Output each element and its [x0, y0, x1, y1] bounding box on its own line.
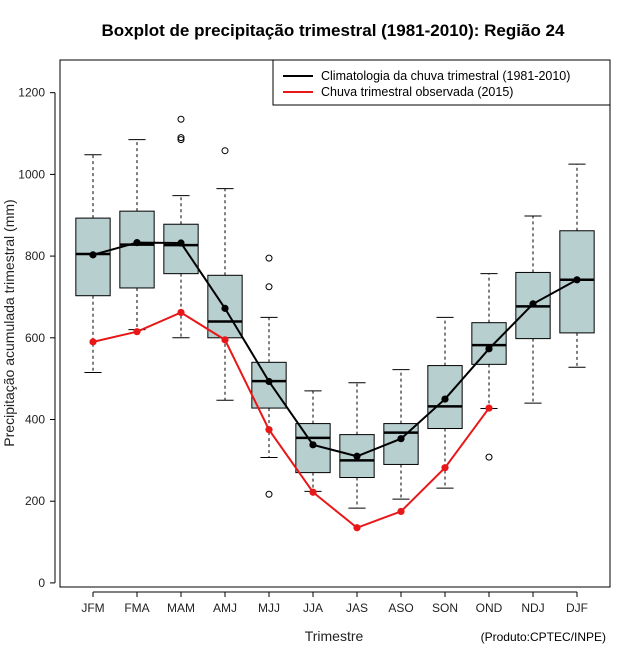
series-point — [353, 452, 361, 460]
y-tick-label: 800 — [25, 249, 45, 263]
series-point — [221, 336, 229, 344]
outlier-point — [265, 283, 273, 291]
outlier-point — [177, 136, 185, 144]
series-point — [265, 377, 273, 386]
series-point — [529, 300, 537, 308]
y-tick-label: 400 — [25, 413, 45, 427]
box-ond — [471, 273, 507, 461]
box-iqr — [119, 210, 155, 289]
x-tick-label: ASO — [388, 601, 413, 615]
x-axis-label: Trimestre — [305, 628, 364, 644]
series-point — [485, 404, 493, 412]
x-tick-label: JJA — [303, 601, 323, 615]
x-tick-label: JFM — [81, 601, 104, 615]
series-point — [441, 395, 449, 403]
box-mam — [163, 115, 199, 339]
x-tick-label: SON — [432, 601, 458, 615]
series-point — [177, 239, 185, 247]
series-point — [177, 308, 185, 317]
box-ndj — [515, 215, 551, 404]
box-djf — [559, 163, 595, 368]
outlier-point — [265, 254, 273, 262]
series-point — [573, 276, 581, 284]
series-point — [265, 426, 273, 434]
series-lines — [89, 239, 581, 532]
legend-label-observed: Chuva trimestral observada (2015) — [321, 85, 513, 99]
box-group — [75, 115, 595, 509]
series-point — [89, 338, 97, 346]
x-axis: JFM FMA MAM AMJ MJJ JJA JAS ASO SON OND NDJ DJF — [81, 591, 588, 615]
series-observed — [89, 308, 493, 532]
x-tick-label: DJF — [566, 601, 588, 615]
x-tick-label: NDJ — [521, 601, 544, 615]
series-point — [441, 464, 449, 472]
box-jas — [339, 382, 375, 509]
box-aso — [383, 369, 419, 500]
outlier-point — [485, 453, 493, 461]
x-tick-label: MJJ — [258, 601, 280, 615]
series-point — [133, 239, 141, 247]
legend-box — [272, 59, 611, 106]
legend: Climatologia da chuva trimestral (1981-2… — [272, 59, 611, 106]
box-fma — [119, 139, 155, 331]
series-point — [397, 435, 405, 443]
y-tick-label: 1000 — [18, 167, 45, 181]
series-point — [397, 507, 405, 516]
y-axis-label: Precipitação acumulada trimestral (mm) — [1, 199, 17, 446]
box-iqr — [471, 322, 507, 365]
y-tick-label: 600 — [25, 331, 45, 345]
x-tick-label: AMJ — [213, 601, 237, 615]
y-axis: 0 200 400 600 800 1000 1200 — [18, 86, 56, 590]
chart-title: Boxplot de precipitação trimestral (1981… — [102, 21, 565, 40]
x-tick-label: JAS — [346, 601, 368, 615]
series-point — [353, 524, 361, 532]
credit-text: (Produto:CPTEC/INPE) — [481, 630, 606, 644]
box-iqr — [251, 361, 287, 409]
series-point — [133, 328, 141, 336]
x-tick-label: OND — [476, 601, 503, 615]
x-tick-label: MAM — [167, 601, 195, 615]
outlier-point — [221, 147, 229, 155]
y-tick-label: 1200 — [18, 86, 45, 100]
y-tick-label: 0 — [38, 576, 45, 590]
outlier-point — [177, 115, 185, 123]
series-line — [92, 241, 578, 458]
y-tick-label: 200 — [25, 494, 45, 508]
series-point — [309, 441, 317, 449]
box-mjj — [251, 254, 287, 498]
series-line — [92, 311, 490, 529]
series-point — [89, 251, 97, 259]
series-point — [221, 304, 229, 312]
x-tick-label: FMA — [124, 601, 149, 615]
outlier-point — [265, 490, 273, 498]
series-point — [485, 345, 493, 353]
series-climatology — [89, 239, 581, 460]
series-point — [309, 488, 317, 496]
box-son — [427, 316, 463, 489]
box-iqr — [163, 223, 199, 275]
legend-label-climatology: Climatologia da chuva trimestral (1981-2… — [321, 69, 570, 83]
outlier-point — [177, 134, 185, 142]
